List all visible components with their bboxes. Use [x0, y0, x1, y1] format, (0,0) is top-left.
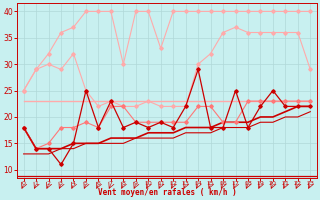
- X-axis label: Vent moyen/en rafales ( km/h ): Vent moyen/en rafales ( km/h ): [98, 188, 236, 197]
